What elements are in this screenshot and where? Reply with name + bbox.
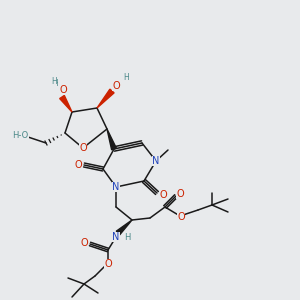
Text: O: O bbox=[112, 81, 120, 91]
Text: N: N bbox=[112, 182, 120, 192]
Text: H: H bbox=[51, 77, 57, 86]
Polygon shape bbox=[116, 220, 132, 235]
Polygon shape bbox=[107, 129, 116, 150]
Text: H: H bbox=[52, 79, 58, 88]
Text: H: H bbox=[124, 233, 130, 242]
Text: H-O: H-O bbox=[12, 130, 28, 140]
Text: O: O bbox=[80, 238, 88, 248]
Text: O: O bbox=[159, 190, 167, 200]
Text: O: O bbox=[176, 189, 184, 199]
Text: N: N bbox=[152, 156, 160, 166]
Text: O: O bbox=[79, 143, 87, 153]
Text: O: O bbox=[176, 189, 184, 199]
Text: O: O bbox=[104, 259, 112, 269]
Text: O: O bbox=[74, 160, 82, 170]
Text: O: O bbox=[74, 160, 82, 170]
Text: O: O bbox=[177, 212, 185, 222]
Text: H: H bbox=[124, 233, 130, 242]
Text: O: O bbox=[59, 85, 67, 95]
Text: O: O bbox=[112, 81, 120, 91]
Polygon shape bbox=[60, 95, 72, 112]
Text: N: N bbox=[112, 232, 120, 242]
Text: O: O bbox=[104, 259, 112, 269]
Text: N: N bbox=[112, 182, 120, 192]
Text: O: O bbox=[79, 143, 87, 153]
Text: H: H bbox=[123, 73, 129, 82]
Text: N: N bbox=[112, 232, 120, 242]
Text: H-O: H-O bbox=[12, 130, 28, 140]
Text: O: O bbox=[177, 212, 185, 222]
Text: O: O bbox=[59, 85, 67, 95]
Text: O: O bbox=[80, 238, 88, 248]
Text: O: O bbox=[159, 190, 167, 200]
Text: H: H bbox=[122, 73, 128, 82]
Polygon shape bbox=[97, 89, 114, 108]
Text: N: N bbox=[152, 156, 160, 166]
